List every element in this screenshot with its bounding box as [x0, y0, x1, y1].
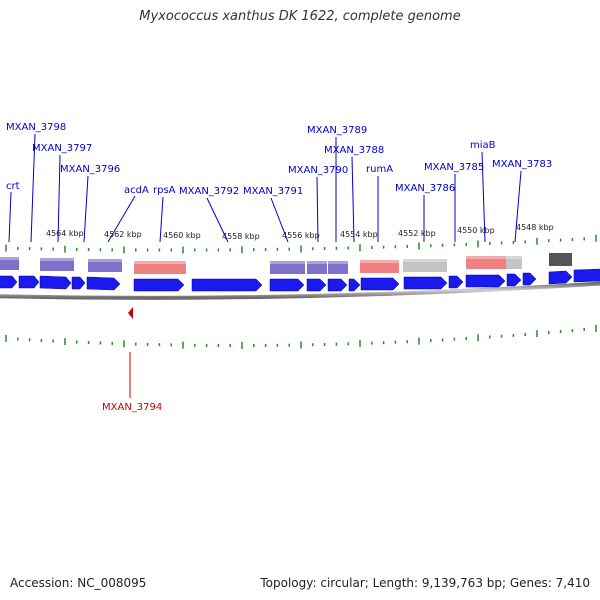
- gene-arrow[interactable]: [0, 275, 18, 289]
- protein-highlight: [270, 261, 348, 264]
- protein-block[interactable]: [360, 260, 399, 273]
- gene-label-mxan-3791[interactable]: MXAN_3791: [243, 186, 303, 197]
- leader-line: [206, 197, 229, 243]
- gene-arrow[interactable]: [360, 277, 400, 291]
- gene-label-mxan-3794[interactable]: MXAN_3794: [102, 402, 162, 413]
- gene-label-mxan-3783[interactable]: MXAN_3783: [492, 159, 552, 170]
- leader-line: [8, 191, 12, 243]
- gene-arrow[interactable]: [191, 278, 263, 292]
- gene-arrow[interactable]: [327, 278, 348, 292]
- genome-backbone: [0, 281, 600, 300]
- gene-arrow[interactable]: [522, 272, 537, 286]
- protein-highlight: [88, 259, 122, 262]
- protein-highlight: [40, 258, 74, 261]
- protein-block[interactable]: [549, 253, 572, 266]
- gene-arrow[interactable]: [306, 278, 327, 292]
- leader-line: [270, 197, 289, 243]
- gene-label-mxan-3789[interactable]: MXAN_3789: [307, 125, 367, 136]
- gene-arrow[interactable]: [465, 274, 506, 288]
- gene-label-miab[interactable]: miaB: [470, 140, 496, 151]
- protein-highlight: [0, 257, 19, 260]
- gene-label-mxan-3788[interactable]: MXAN_3788: [324, 145, 384, 156]
- gene-label-mxan-3786[interactable]: MXAN_3786: [395, 183, 455, 194]
- gene-arrow[interactable]: [39, 275, 72, 290]
- gene-arrow[interactable]: [133, 278, 185, 292]
- leader-line: [514, 170, 522, 243]
- protein-block[interactable]: [40, 258, 74, 271]
- gene-label-mxan-3796[interactable]: MXAN_3796: [60, 164, 120, 175]
- gene-arrow[interactable]: [86, 276, 121, 291]
- gene-arrow[interactable]: [506, 273, 522, 287]
- leader-line: [107, 195, 136, 243]
- protein-block[interactable]: [328, 261, 348, 274]
- gene-arrow[interactable]: [348, 278, 361, 292]
- gene-arrow[interactable]: [448, 275, 464, 289]
- gene-label-acda[interactable]: acdA: [124, 185, 149, 196]
- leader-line: [351, 156, 355, 243]
- protein-block[interactable]: [134, 261, 186, 274]
- protein-highlight: [466, 256, 522, 259]
- protein-highlight: [134, 261, 186, 264]
- leader-line: [316, 176, 319, 243]
- gene-label-ruma[interactable]: rumA: [366, 164, 393, 175]
- gene-label-crt[interactable]: crt: [6, 181, 20, 192]
- kbp-label: 4558 kbp: [222, 232, 260, 241]
- gene-arrow[interactable]: [403, 276, 448, 290]
- kbp-label: 4564 kbp: [46, 229, 84, 238]
- protein-block[interactable]: [403, 259, 447, 272]
- kbp-label: 4552 kbp: [398, 229, 436, 238]
- gene-label-mxan-3790[interactable]: MXAN_3790: [288, 165, 348, 176]
- leader-line: [57, 154, 61, 243]
- protein-block[interactable]: [88, 259, 122, 272]
- protein-block[interactable]: [0, 257, 19, 270]
- gene-arrow[interactable]: [573, 268, 600, 283]
- gene-arrow[interactable]: [269, 278, 305, 292]
- protein-block[interactable]: [270, 261, 305, 274]
- kbp-label: 4550 kbp: [457, 226, 495, 235]
- protein-highlight: [403, 259, 447, 262]
- gene-label-mxan-3792[interactable]: MXAN_3792: [179, 186, 239, 197]
- protein-highlight: [360, 260, 399, 263]
- gene-label-mxan-3785[interactable]: MXAN_3785: [424, 162, 484, 173]
- gene-arrow[interactable]: [71, 276, 86, 290]
- gene-arrow[interactable]: [18, 275, 40, 289]
- leader-line: [83, 175, 89, 243]
- leader-line: [159, 196, 164, 243]
- accession-text: Accession: NC_008095: [10, 576, 147, 590]
- protein-block[interactable]: [506, 256, 522, 269]
- kbp-label: 4562 kbp: [104, 230, 142, 239]
- gene-label-mxan-3798[interactable]: MXAN_3798: [6, 122, 66, 133]
- kbp-label: 4560 kbp: [163, 231, 201, 240]
- kbp-label: 4556 kbp: [282, 231, 320, 240]
- kbp-label: 4548 kbp: [516, 223, 554, 232]
- gene-label-rpsa[interactable]: rpsA: [153, 185, 176, 196]
- kbp-label: 4554 kbp: [340, 230, 378, 239]
- leader-line: [481, 151, 486, 243]
- protein-block[interactable]: [307, 261, 327, 274]
- genome-summary: Topology: circular; Length: 9,139,763 bp…: [260, 576, 590, 590]
- position-marker-icon[interactable]: [128, 307, 133, 319]
- genome-title: Myxococcus xanthus DK 1622, complete gen…: [139, 9, 461, 24]
- gene-label-mxan-3797[interactable]: MXAN_3797: [32, 143, 92, 154]
- leader-line: [30, 133, 36, 243]
- scale-ticks-bottom: [5, 324, 597, 349]
- scale-ticks-top: [5, 234, 597, 254]
- protein-block[interactable]: [466, 256, 506, 269]
- gene-arrow[interactable]: [548, 270, 573, 285]
